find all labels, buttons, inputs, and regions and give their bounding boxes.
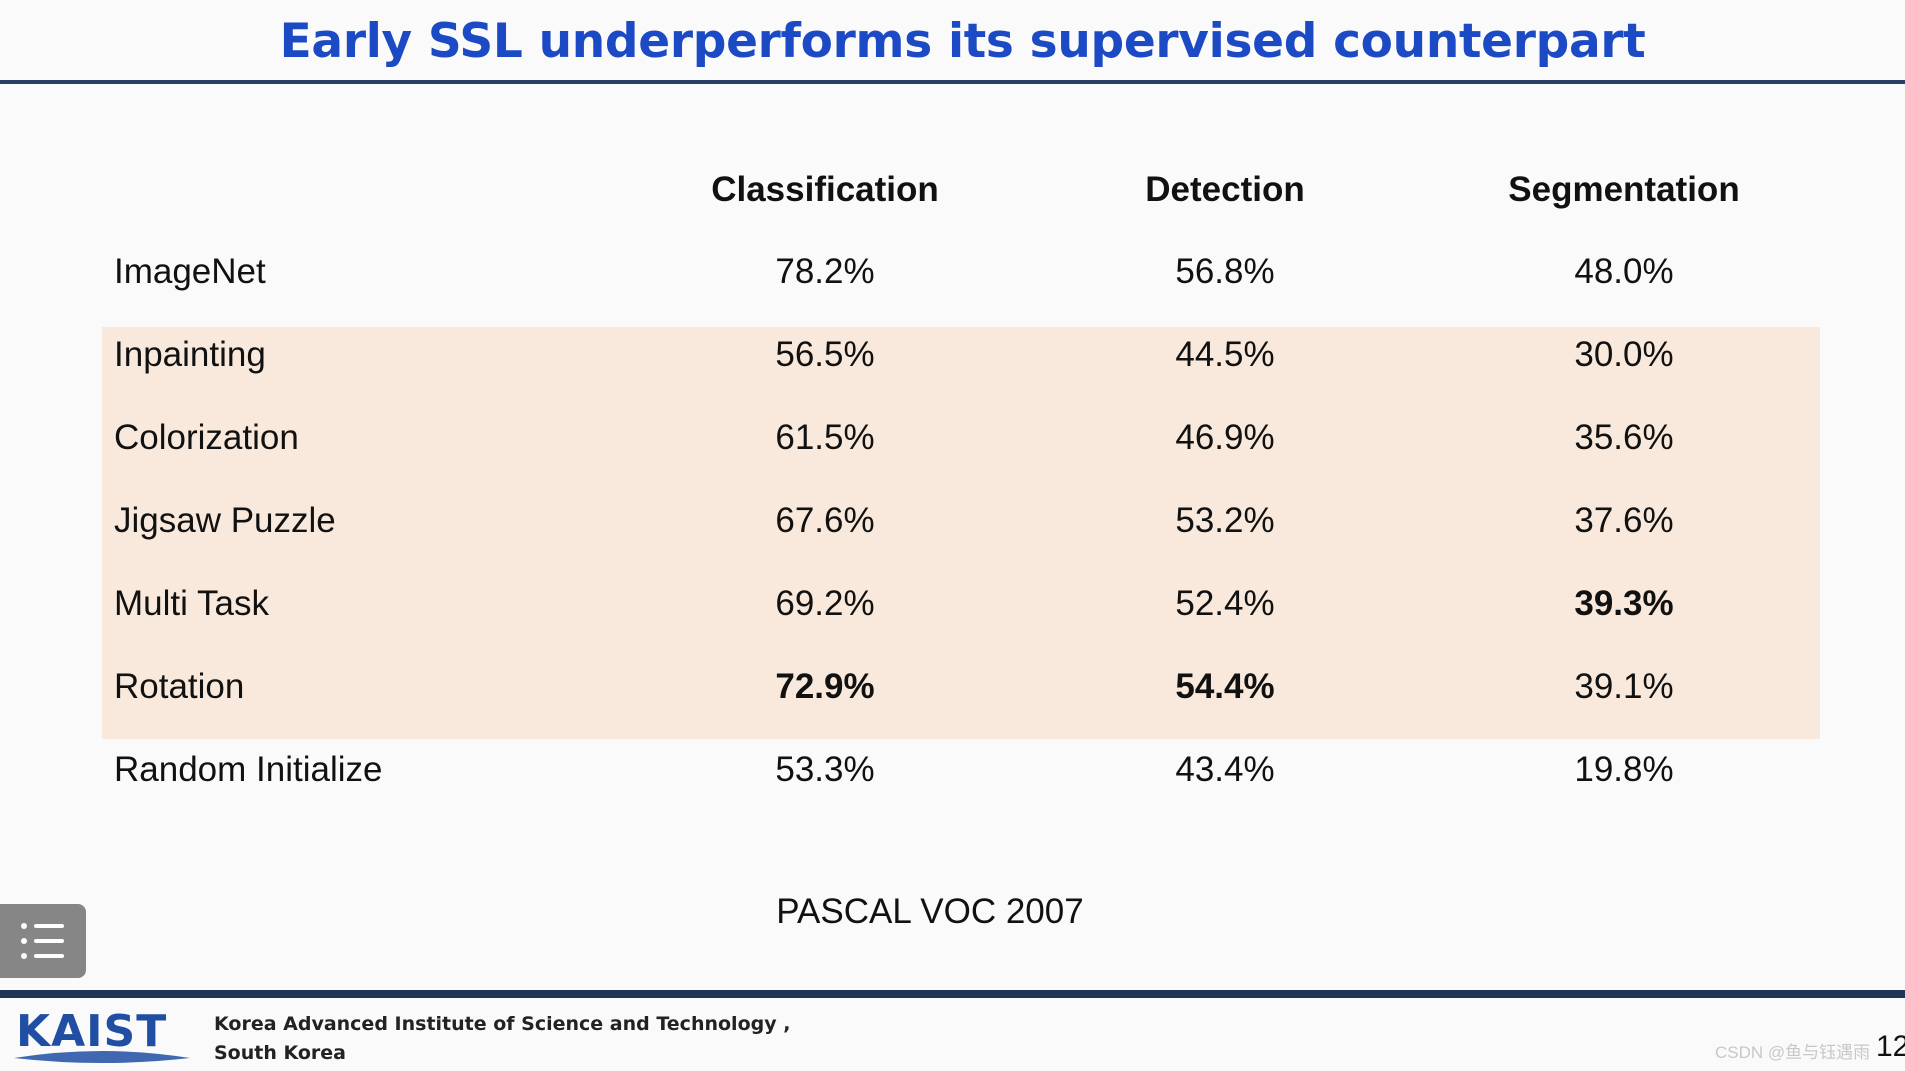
title-divider xyxy=(0,80,1905,84)
row-label-imagenet: ImageNet xyxy=(114,252,266,291)
table-cell: 30.0% xyxy=(1574,335,1674,374)
table-cell: 52.4% xyxy=(1175,584,1275,623)
table-cell: 35.6% xyxy=(1574,418,1674,457)
table-cell: 48.0% xyxy=(1574,252,1674,291)
table-cell: 37.6% xyxy=(1574,501,1674,540)
table-cell: 53.2% xyxy=(1175,501,1275,540)
column-header-detection: Detection xyxy=(1145,170,1305,209)
table-cell: 56.5% xyxy=(775,335,875,374)
ssl-methods-highlight xyxy=(102,327,1820,739)
table-cell: 43.4% xyxy=(1175,750,1275,789)
table-cell-best: 72.9% xyxy=(775,667,875,706)
table-cell: 61.5% xyxy=(775,418,875,457)
list-menu-icon xyxy=(21,923,64,959)
source-watermark: CSDN @鱼与钰遇雨 xyxy=(1715,1043,1871,1062)
page-number: 12 xyxy=(1876,1030,1905,1063)
row-label-rotation: Rotation xyxy=(114,667,245,706)
footer-divider xyxy=(0,990,1905,998)
table-cell: 19.8% xyxy=(1574,750,1674,789)
table-cell: 44.5% xyxy=(1175,335,1275,374)
row-label-inpainting: Inpainting xyxy=(114,335,266,374)
institution-line-1: Korea Advanced Institute of Science and … xyxy=(214,1013,791,1035)
table-cell: 56.8% xyxy=(1175,252,1275,291)
row-label-colorization: Colorization xyxy=(114,418,299,457)
table-cell: 67.6% xyxy=(775,501,875,540)
table-cell: 78.2% xyxy=(775,252,875,291)
row-label-random-initialize: Random Initialize xyxy=(114,750,383,789)
table-cell: 46.9% xyxy=(1175,418,1275,457)
row-label-jigsaw-puzzle: Jigsaw Puzzle xyxy=(114,501,336,540)
table-cell: 69.2% xyxy=(775,584,875,623)
column-header-classification: Classification xyxy=(711,170,939,209)
table-cell-best: 54.4% xyxy=(1175,667,1275,706)
row-label-multi-task: Multi Task xyxy=(114,584,269,623)
svg-text:KAIST: KAIST xyxy=(16,1006,167,1057)
slide-menu-button[interactable] xyxy=(0,904,86,978)
table-cell-best: 39.3% xyxy=(1574,584,1674,623)
institution-name: Korea Advanced Institute of Science and … xyxy=(214,1010,790,1068)
column-header-segmentation: Segmentation xyxy=(1508,170,1740,209)
dataset-caption: PASCAL VOC 2007 xyxy=(776,892,1084,931)
kaist-logo: KAIST xyxy=(12,1006,192,1066)
table-cell: 39.1% xyxy=(1574,667,1674,706)
slide-title: Early SSL underperforms its supervised c… xyxy=(279,14,1646,69)
table-cell: 53.3% xyxy=(775,750,875,789)
institution-line-2: South Korea xyxy=(214,1042,347,1064)
